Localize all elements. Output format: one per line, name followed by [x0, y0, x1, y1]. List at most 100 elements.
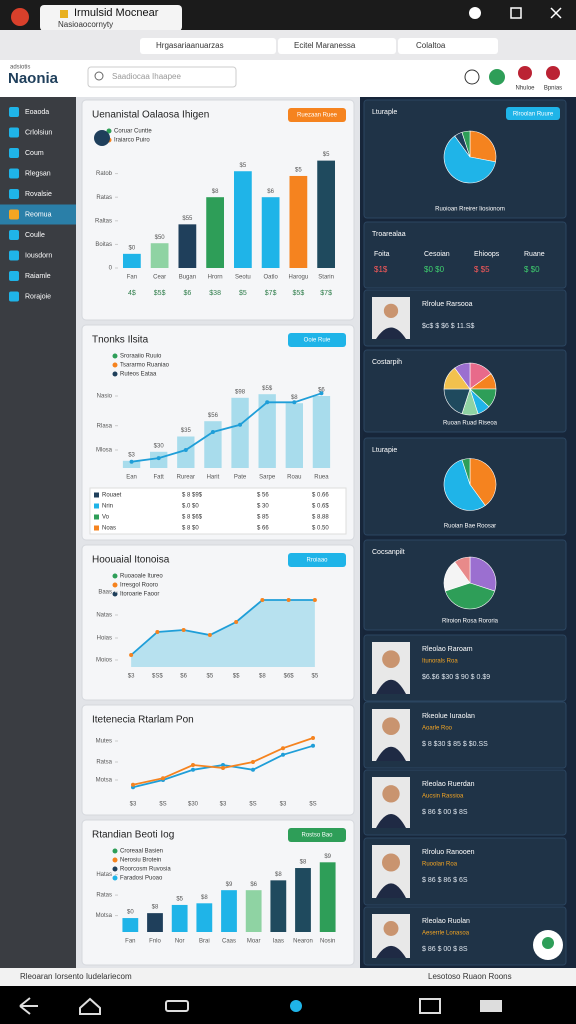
legend-dot: [112, 573, 118, 579]
person-name: Rleolao Ruerdan: [422, 781, 475, 788]
x-tick-label: Oatlo: [263, 275, 278, 281]
bar-label: $30: [154, 443, 165, 449]
avatar-head: [382, 650, 400, 668]
x-tick-label: Fatt: [154, 475, 165, 481]
avatar-head: [381, 853, 401, 872]
bar-label: $9: [324, 854, 331, 860]
logo: Naonia: [8, 70, 59, 87]
side-button[interactable]: [506, 107, 560, 120]
y-tick-label: Hatas: [96, 872, 112, 878]
sidebar: [0, 97, 76, 968]
user-name: Nhuloe: [515, 86, 535, 92]
card-button[interactable]: [288, 828, 346, 842]
person-name: Rleolao Ruolan: [422, 918, 470, 925]
legend-avatar: [94, 130, 110, 146]
bar: [319, 862, 336, 932]
legend-dot: [112, 866, 118, 872]
address-text: Hrgasariaanuarzas: [156, 41, 224, 50]
legend-label: Iraiarco Puiro: [114, 138, 150, 144]
address-tab[interactable]: [398, 38, 498, 54]
bar-label: $8: [300, 860, 307, 866]
legend-label: Nerosiu Brotein: [120, 858, 161, 864]
bar-label: $98: [235, 389, 246, 395]
sidebar-item: Iousdorn: [25, 252, 52, 259]
point: [210, 430, 215, 434]
pie-slice: [461, 130, 471, 158]
bottom-label: $5$: [154, 290, 166, 297]
x-tick-label: $5: [207, 674, 214, 680]
point: [221, 766, 225, 770]
minimize[interactable]: [469, 7, 481, 19]
bar-label: $8: [201, 895, 208, 901]
card-button[interactable]: [288, 333, 346, 347]
point: [129, 459, 134, 464]
nav-back[interactable]: [19, 997, 38, 1015]
user-avatar[interactable]: [518, 66, 532, 80]
bar: [122, 253, 141, 268]
close[interactable]: [550, 7, 562, 19]
line: [131, 392, 322, 463]
nav-icon[interactable]: [480, 1000, 502, 1012]
stat-value: $ $5: [474, 265, 490, 274]
bar-label: $6: [250, 882, 257, 888]
point: [281, 746, 285, 751]
x-tick-label: Starin: [318, 275, 334, 281]
status-bar: [0, 968, 576, 986]
icon-button[interactable]: [489, 69, 505, 85]
address-tab[interactable]: [140, 38, 276, 54]
avatar-body: [376, 813, 406, 828]
button-label: Rroiaao: [306, 558, 328, 564]
person-name: Rlrolue Rarsooa: [422, 301, 473, 308]
bar: [122, 918, 139, 932]
person-details: $ 86 $ 86 $ 6S: [422, 877, 468, 884]
bar: [261, 197, 280, 268]
area: [131, 600, 315, 667]
legend-label: Ruoaoale Itureo: [120, 574, 163, 580]
card-button[interactable]: [288, 108, 346, 122]
point: [265, 400, 270, 405]
icon-button[interactable]: [464, 69, 480, 85]
bottom-label: $5: [239, 290, 247, 297]
button-label: Ruezaan Ruee: [297, 113, 338, 119]
nav-recent[interactable]: [165, 1000, 189, 1012]
user-avatar[interactable]: [546, 66, 560, 80]
sidebar-icon: [9, 209, 19, 220]
stat-value: $ $0: [524, 265, 540, 274]
table-cell: $.0 $0: [182, 504, 199, 510]
sidebar-icon: [9, 271, 19, 281]
point: [191, 763, 195, 767]
side-card: [363, 289, 567, 347]
person-name: Rleolao Raroam: [422, 646, 473, 653]
bar: [204, 421, 222, 468]
bar-label: $6: [318, 388, 325, 394]
search-box[interactable]: [87, 66, 237, 88]
browser-tab[interactable]: [40, 5, 182, 31]
person-details: $ 86 $ 00 $ 8S: [422, 946, 468, 953]
bar: [221, 890, 237, 932]
nav-dot[interactable]: [290, 1000, 302, 1012]
legend-dot: [112, 582, 118, 588]
side-title: Cocsanpilt: [372, 549, 405, 556]
address-tab[interactable]: [278, 38, 396, 54]
chat-icon: [542, 937, 554, 949]
x-tick-label: Fnlo: [149, 939, 161, 945]
x-tick-label: $$: [233, 674, 240, 680]
legend-label: Ruteos Eataa: [120, 372, 157, 378]
y-tick-label: Raltas: [95, 218, 112, 224]
nav-home[interactable]: [79, 997, 101, 1015]
table: [89, 487, 347, 535]
sidebar-icon: [9, 250, 19, 261]
card-title: Itetenecia Rtarlam Pon: [92, 715, 194, 726]
row-icon: [94, 492, 99, 498]
side-card: [363, 769, 567, 836]
card-button[interactable]: [288, 553, 346, 567]
y-tick-label: Ratsa: [96, 760, 112, 766]
point: [181, 628, 186, 632]
bar: [171, 904, 188, 932]
avatar-body: [376, 746, 406, 761]
table-cell: $ 30: [257, 504, 269, 510]
maximize[interactable]: [510, 7, 522, 19]
nav-icon[interactable]: [419, 998, 441, 1014]
bar: [150, 243, 169, 268]
bar: [285, 403, 303, 468]
